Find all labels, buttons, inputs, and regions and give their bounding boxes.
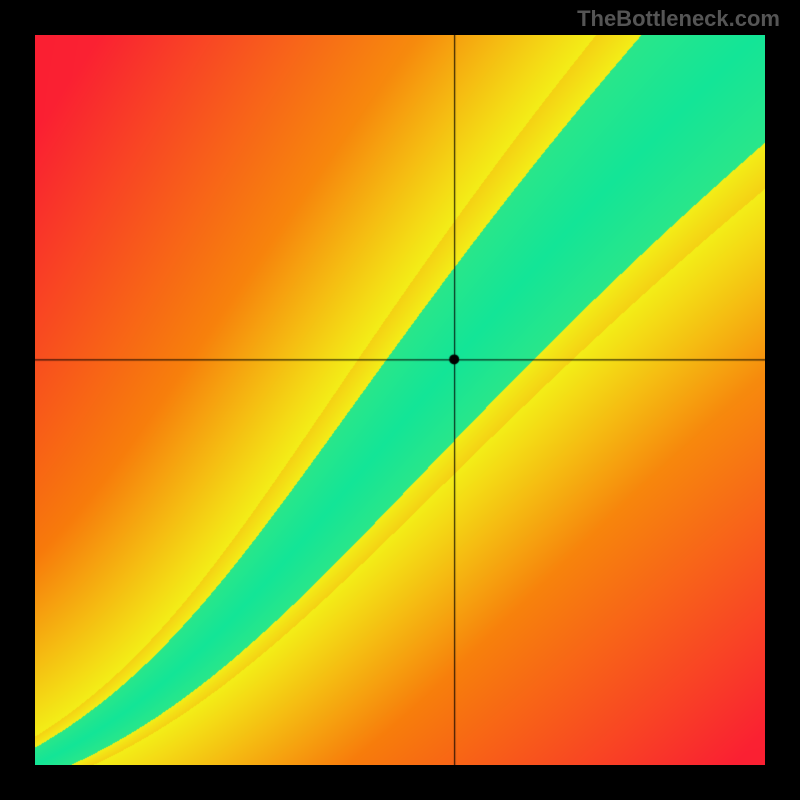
heatmap-canvas — [35, 35, 765, 765]
watermark-text: TheBottleneck.com — [577, 6, 780, 32]
heatmap-plot — [35, 35, 765, 765]
